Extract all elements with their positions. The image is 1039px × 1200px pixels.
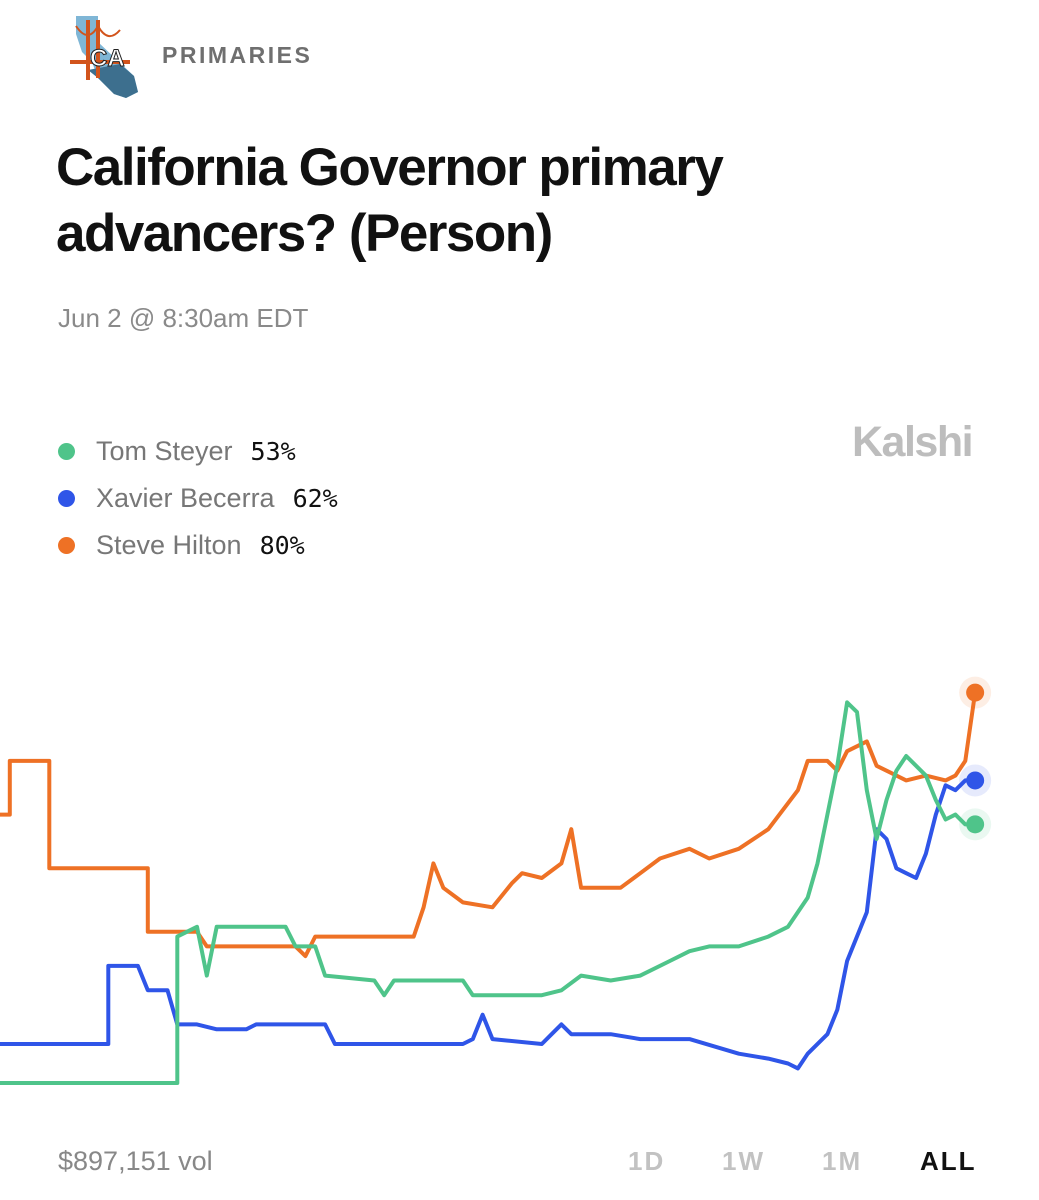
series-line-tom-steyer [0, 700, 976, 1085]
legend-dot [58, 490, 75, 507]
endpoint-dot-xavier-becerra [966, 771, 985, 790]
market-header: CA PRIMARIES [60, 10, 660, 110]
price-chart[interactable] [0, 585, 1039, 1105]
legend-item-hilton: Steve Hilton 80% [58, 522, 338, 569]
chart-legend: Tom Steyer 53% Xavier Becerra 62% Steve … [58, 428, 338, 569]
logo-text: CA [90, 45, 125, 72]
range-1d-button[interactable]: 1D [628, 1146, 666, 1176]
endpoint-dot-steve-hilton [966, 683, 985, 702]
page-title: California Governor primary advancers? (… [56, 138, 724, 263]
legend-dot [58, 443, 75, 460]
legend-value: 62% [292, 484, 338, 513]
legend-name: Xavier Becerra [96, 483, 275, 513]
legend-item-steyer: Tom Steyer 53% [58, 428, 338, 475]
category-label[interactable]: PRIMARIES [162, 42, 313, 68]
event-date: Jun 2 @ 8:30am EDT [58, 303, 309, 333]
endpoint-dot-tom-steyer [966, 815, 985, 834]
legend-value: 53% [250, 437, 296, 466]
legend-name: Steve Hilton [96, 530, 242, 560]
california-logo-icon: CA [70, 16, 138, 98]
range-1m-button[interactable]: 1M [822, 1146, 863, 1176]
legend-value: 80% [259, 531, 305, 560]
legend-dot [58, 537, 75, 554]
legend-name: Tom Steyer [96, 436, 233, 466]
kalshi-logo: Kalshi [852, 418, 974, 466]
series-line-xavier-becerra [0, 778, 976, 1071]
series-line-steve-hilton [0, 692, 978, 959]
volume-label: $897,151 vol [58, 1146, 213, 1176]
time-range-selector: 1D 1W 1M ALL [600, 1146, 1000, 1180]
range-1w-button[interactable]: 1W [722, 1146, 765, 1176]
legend-item-becerra: Xavier Becerra 62% [58, 475, 338, 522]
range-all-button[interactable]: ALL [920, 1146, 977, 1176]
